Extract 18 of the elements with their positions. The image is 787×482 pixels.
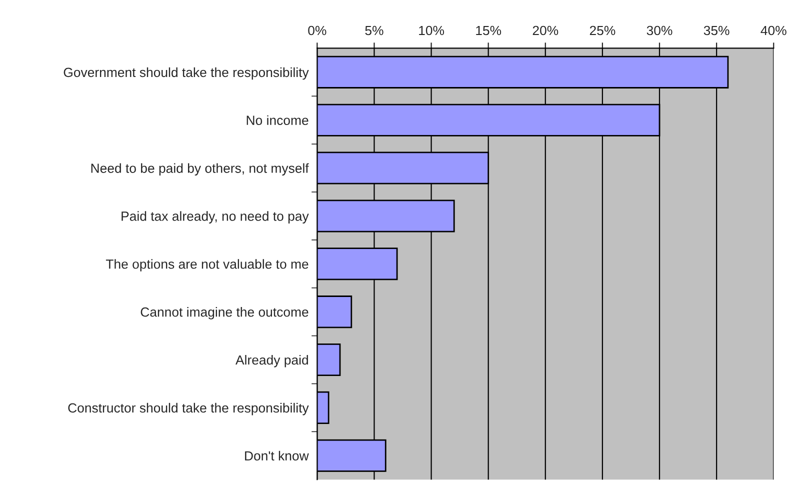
x-tick-label: 15% [476, 26, 502, 36]
y-tick-label: No income [246, 115, 308, 126]
x-tick-label: 30% [646, 26, 672, 36]
y-tick-label: Need to be paid by others, not myself [91, 163, 309, 176]
x-tick-label: 5% [365, 26, 384, 36]
x-tick-label: 20% [532, 26, 558, 36]
y-tick-label: The options are not valuable to me [106, 259, 308, 272]
y-tick-label: Cannot imagine the outcome [140, 307, 308, 320]
y-tick-label: Government should take the responsibility [64, 67, 309, 80]
x-tick-label: 25% [590, 26, 616, 36]
y-tick-label: Constructor should take the responsibility [68, 402, 309, 416]
y-tick-label: Already paid [236, 354, 308, 368]
x-tick-label: 10% [419, 26, 444, 36]
y-tick-label: Don't know [245, 450, 309, 461]
y-tick-label: Paid tax already, no need to pay [122, 211, 309, 224]
x-tick-label: 0% [308, 26, 326, 36]
x-tick-label: 40% [760, 26, 786, 36]
x-tick-label: 35% [704, 26, 730, 36]
